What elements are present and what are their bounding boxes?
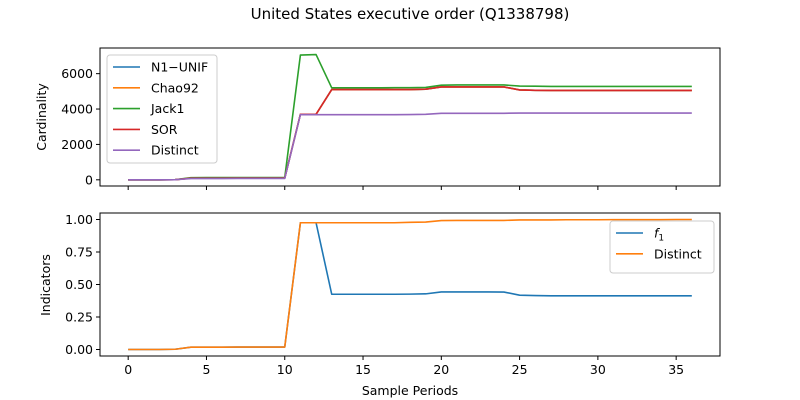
cardinality-y-tick-label: 4000 xyxy=(61,102,93,117)
series-line-f1 xyxy=(128,221,692,351)
indicators-x-tick-label: 25 xyxy=(512,362,528,377)
cardinality-x-axis xyxy=(127,186,677,190)
indicators-y-axis-label: Indicators xyxy=(38,254,53,316)
indicators-series-lines xyxy=(128,218,692,351)
cardinality-y-tick-label: 0 xyxy=(85,172,93,187)
cardinality-panel: 0 2000 4000 6000 Cardinality N1−UNIF Chao92 J… xyxy=(34,47,721,190)
indicators-x-tick-label: 0 xyxy=(124,362,132,377)
figure-title: United States executive order (Q1338798) xyxy=(251,5,570,23)
cardinality-y-axis-label: Cardinality xyxy=(34,83,49,151)
indicators-x-tick-label: 10 xyxy=(277,362,293,377)
legend-label-jack1: Jack1 xyxy=(150,101,184,116)
indicators-x-tick-label: 15 xyxy=(355,362,371,377)
indicators-panel: 0.00 0.25 0.50 0.75 1.00 0 5 10 15 20 25 30 35 Indi… xyxy=(38,212,721,398)
series-line-distinct xyxy=(128,112,692,181)
legend-label-sor: SOR xyxy=(151,122,178,137)
indicators-y-tick-label: 0.75 xyxy=(65,245,93,260)
cardinality-series-lines xyxy=(128,53,692,181)
legend-label-distinct: Distinct xyxy=(654,246,702,261)
indicators-y-tick-label: 0.25 xyxy=(65,310,93,325)
legend-label-f1: f1 xyxy=(654,226,664,244)
cardinality-y-axis: 0 2000 4000 6000 xyxy=(61,66,100,187)
indicators-legend-frame xyxy=(609,220,715,274)
cardinality-legend: N1−UNIF Chao92 Jack1 SOR Distinct xyxy=(106,54,218,164)
indicators-x-axis-label: Sample Periods xyxy=(362,383,458,398)
indicators-legend: f1 Distinct xyxy=(609,220,715,274)
legend-label-n1-unif: N1−UNIF xyxy=(151,60,208,75)
indicators-y-tick-label: 0.50 xyxy=(65,277,93,292)
indicators-y-tick-label: 0.00 xyxy=(65,342,93,357)
indicators-x-tick-label: 5 xyxy=(202,362,210,377)
series-line-distinct xyxy=(128,218,692,351)
indicators-x-tick-label: 20 xyxy=(433,362,449,377)
legend-label-chao92: Chao92 xyxy=(151,80,199,95)
cardinality-legend-frame xyxy=(106,54,218,164)
indicators-x-axis: 0 5 10 15 20 25 30 35 xyxy=(124,356,684,377)
cardinality-plot-frame xyxy=(99,47,721,187)
indicators-y-tick-label: 1.00 xyxy=(65,212,93,227)
indicators-x-tick-label: 35 xyxy=(668,362,684,377)
indicators-y-axis: 0.00 0.25 0.50 0.75 1.00 xyxy=(65,212,100,357)
legend-label-distinct: Distinct xyxy=(151,143,199,158)
cardinality-y-tick-label: 6000 xyxy=(61,66,93,81)
cardinality-y-tick-label: 2000 xyxy=(61,137,93,152)
indicators-x-tick-label: 30 xyxy=(590,362,606,377)
